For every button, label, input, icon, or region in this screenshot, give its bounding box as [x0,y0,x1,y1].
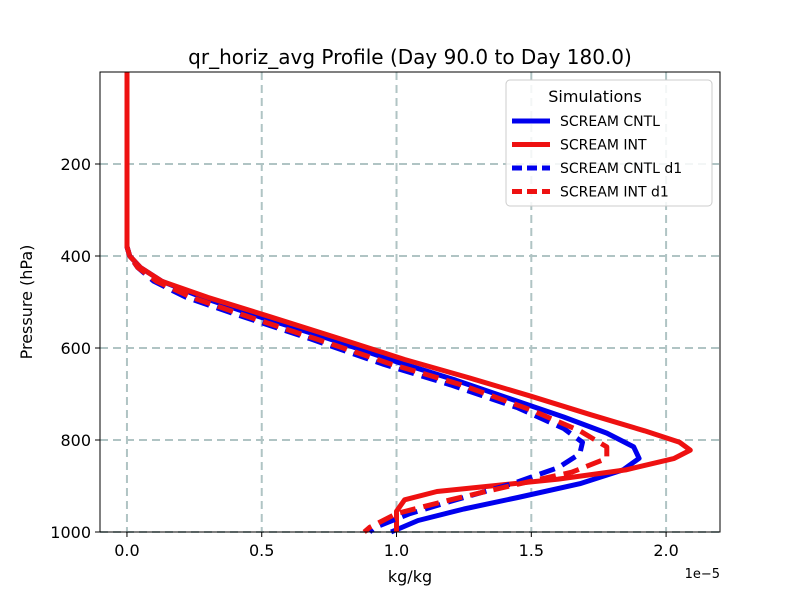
x-offset-label: 1e−5 [685,567,720,582]
series-line-scream-int-d1 [124,72,610,534]
legend-box [505,79,713,207]
y-tick-label: 400 [60,247,91,266]
legend-label: SCREAM CNTL [560,114,660,130]
y-tick-label: 1000 [50,523,91,542]
grid [100,72,720,533]
x-axis-label: kg/kg [388,567,432,586]
legend-label: SCREAM INT [560,138,647,154]
x-tick-label: 0.5 [249,541,274,560]
legend-title: Simulations [548,87,642,106]
x-tick-label: 2.0 [653,541,678,560]
x-tick-label: 1.0 [384,541,409,560]
series-line-scream-cntl-d1 [124,72,585,534]
series-group [124,72,693,535]
y-tick-label: 800 [60,431,91,450]
y-axis-label: Pressure (hPa) [17,245,36,360]
chart-title: qr_horiz_avg Profile (Day 90.0 to Day 18… [188,45,632,69]
y-axis: 200 400 600 800 1000 [50,155,100,542]
y-tick-label: 600 [60,339,91,358]
x-tick-label: 1.5 [519,541,544,560]
legend-label: SCREAM INT d1 [560,185,669,201]
plot-frame [99,71,721,533]
y-tick-label: 200 [60,155,91,174]
legend-label: SCREAM CNTL d1 [560,161,682,177]
legend: Simulations SCREAM CNTL SCREAM INT SCREAM … [505,79,713,207]
x-tick-label: 0.0 [114,541,139,560]
x-axis: 0.0 0.5 1.0 1.5 2.0 [114,532,679,560]
